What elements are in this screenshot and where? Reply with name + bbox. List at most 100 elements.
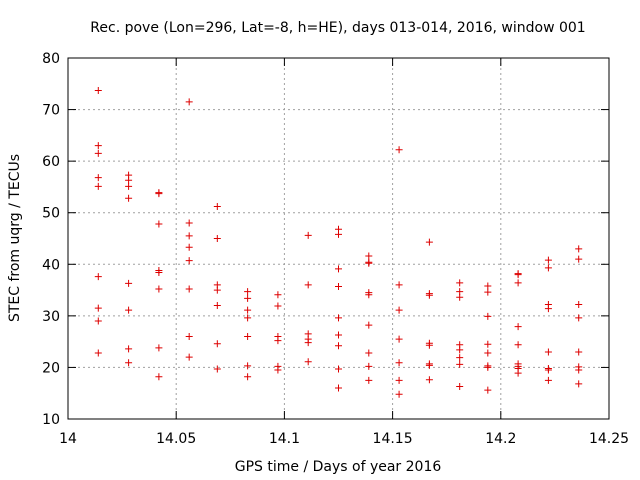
data-point-marker — [575, 314, 583, 322]
data-point-marker — [365, 259, 373, 267]
data-point-marker — [94, 349, 102, 357]
data-point-marker — [395, 335, 403, 343]
data-point-marker — [425, 376, 433, 384]
data-point-marker — [395, 281, 403, 289]
data-point-marker — [185, 232, 193, 240]
x-axis-ticks: 14 14.05 14.1 14.15 14.2 14.25 — [59, 58, 629, 447]
data-point-marker — [514, 323, 522, 331]
data-point-marker — [213, 286, 221, 294]
data-point-marker — [274, 366, 282, 374]
data-point-marker — [155, 285, 163, 293]
data-point-marker — [575, 366, 583, 374]
data-point-marker — [304, 231, 312, 239]
data-point-marker — [395, 359, 403, 367]
data-point-marker — [395, 390, 403, 398]
y-tick-label: 60 — [42, 154, 60, 170]
data-point-marker — [185, 257, 193, 265]
y-tick-label: 50 — [42, 206, 60, 222]
data-point-marker — [425, 238, 433, 246]
data-point-marker — [544, 256, 552, 264]
data-point-marker — [155, 344, 163, 352]
data-point-marker — [575, 255, 583, 263]
data-points — [94, 86, 583, 398]
data-point-marker — [304, 339, 312, 347]
y-axis-label: STEC from uqrg / TECUs — [7, 154, 23, 322]
y-tick-label: 70 — [42, 103, 60, 119]
data-point-marker — [213, 340, 221, 348]
data-point-marker — [456, 279, 464, 287]
data-point-marker — [94, 304, 102, 312]
data-point-marker — [125, 345, 133, 353]
y-axis-ticks: 10 20 30 40 50 60 70 80 — [42, 51, 609, 428]
data-point-marker — [125, 279, 133, 287]
data-point-marker — [456, 354, 464, 362]
data-point-marker — [395, 146, 403, 154]
data-point-marker — [274, 302, 282, 310]
data-point-marker — [395, 306, 403, 314]
data-point-marker — [335, 365, 342, 373]
data-point-marker — [274, 337, 282, 345]
data-point-marker — [94, 149, 102, 157]
data-point-marker — [365, 376, 373, 384]
data-point-marker — [456, 360, 464, 368]
data-point-marker — [456, 293, 464, 301]
x-tick-label: 14.05 — [156, 431, 196, 447]
data-point-marker — [155, 269, 163, 277]
data-point-marker — [94, 317, 102, 325]
data-point-marker — [575, 245, 583, 253]
data-point-marker — [244, 332, 252, 340]
data-point-marker — [335, 230, 342, 238]
data-point-marker — [484, 288, 492, 296]
data-point-marker — [213, 235, 221, 242]
data-point-marker — [94, 174, 102, 182]
data-point-marker — [155, 220, 163, 228]
data-point-marker — [514, 369, 522, 377]
chart-title: Rec. pove (Lon=296, Lat=-8, h=HE), days … — [90, 20, 585, 36]
data-point-marker — [125, 306, 133, 314]
data-point-marker — [244, 373, 252, 381]
data-point-marker — [365, 252, 373, 260]
data-point-marker — [244, 362, 252, 370]
data-point-marker — [544, 366, 552, 374]
data-point-marker — [456, 383, 464, 391]
data-point-marker — [544, 264, 552, 272]
data-point-marker — [94, 273, 102, 281]
data-point-marker — [335, 265, 342, 273]
y-tick-label: 30 — [42, 309, 60, 325]
data-point-marker — [125, 359, 133, 367]
y-tick-label: 80 — [42, 51, 60, 67]
x-tick-label: 14.25 — [589, 431, 629, 447]
data-point-marker — [185, 98, 193, 106]
data-point-marker — [185, 332, 193, 340]
data-point-marker — [544, 305, 552, 313]
data-point-marker — [244, 294, 252, 302]
data-point-marker — [185, 285, 193, 293]
x-tick-label: 14.1 — [269, 431, 300, 447]
data-point-marker — [125, 182, 133, 190]
data-point-marker — [575, 301, 583, 309]
data-point-marker — [365, 349, 373, 357]
data-point-marker — [125, 194, 133, 202]
data-point-marker — [185, 219, 193, 227]
x-tick-label: 14 — [59, 431, 77, 447]
data-point-marker — [94, 142, 102, 150]
data-point-marker — [425, 341, 433, 349]
y-tick-label: 10 — [42, 412, 60, 428]
data-point-marker — [94, 86, 102, 94]
data-point-marker — [484, 349, 492, 357]
data-point-marker — [484, 312, 492, 320]
data-point-marker — [514, 279, 522, 287]
data-point-marker — [544, 376, 552, 384]
data-point-marker — [484, 386, 492, 394]
data-point-marker — [335, 282, 342, 290]
data-point-marker — [335, 342, 342, 350]
data-point-marker — [514, 341, 522, 349]
data-point-marker — [185, 243, 193, 251]
data-point-marker — [544, 348, 552, 356]
data-point-marker — [244, 306, 252, 314]
data-point-marker — [155, 373, 163, 381]
data-point-marker — [213, 203, 221, 211]
data-point-marker — [425, 291, 433, 299]
